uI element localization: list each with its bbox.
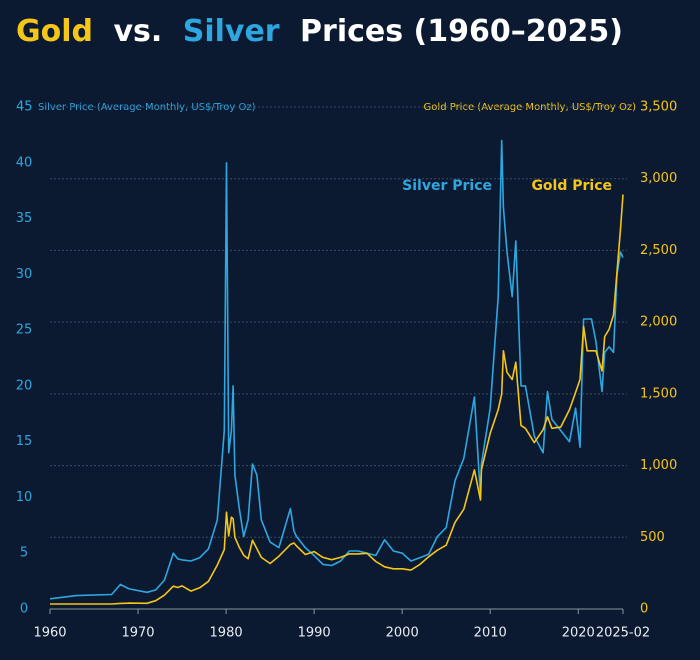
y-tick-label: 20 xyxy=(16,378,33,393)
title-vs: vs. xyxy=(113,14,162,49)
x-tick-label: 2000 xyxy=(386,626,419,641)
title-silver: Silver xyxy=(183,14,280,49)
y-tick-label: 5 xyxy=(20,546,28,561)
y-tick-label: 35 xyxy=(16,211,33,226)
chart-title: Gold vs. Silver Prices (1960–2025) xyxy=(16,14,623,49)
y-tick-label: 15 xyxy=(16,434,33,449)
annotation: Silver Price xyxy=(402,178,492,194)
series-line xyxy=(50,194,624,605)
y2-tick-label: 3,000 xyxy=(640,171,677,186)
x-tick-label: 2020 xyxy=(562,626,595,641)
y-tick-label: 45 xyxy=(16,100,33,115)
y-tick-label: 0 xyxy=(20,602,28,617)
x-tick-label: 1960 xyxy=(33,626,66,641)
y2-tick-label: 1,500 xyxy=(640,386,677,401)
y2-tick-label: 500 xyxy=(640,530,665,545)
y-tick-label: 25 xyxy=(16,323,33,338)
y-tick-label: 30 xyxy=(16,267,33,282)
x-tick-label: 1990 xyxy=(298,626,331,641)
y-tick-label: 40 xyxy=(16,155,33,170)
y-tick-label: 10 xyxy=(16,490,33,505)
x-tick-label: 1970 xyxy=(121,626,154,641)
y2-tick-label: 1,000 xyxy=(640,458,677,473)
x-tick-label: 1980 xyxy=(210,626,243,641)
title-rest: Prices (1960–2025) xyxy=(300,14,623,49)
y2-tick-label: 0 xyxy=(640,602,648,617)
annotation: Gold Price xyxy=(531,178,612,194)
x-tick-label: 2025-02 xyxy=(596,626,650,641)
y2-axis-label: Gold Price (Average Monthly, US$/Troy Oz… xyxy=(424,102,637,113)
y2-tick-label: 3,500 xyxy=(640,100,677,115)
x-tick-label: 2010 xyxy=(474,626,507,641)
y2-tick-label: 2,500 xyxy=(640,243,677,258)
y2-tick-label: 2,000 xyxy=(640,315,677,330)
title-gold: Gold xyxy=(16,14,93,49)
series-line xyxy=(49,139,624,600)
